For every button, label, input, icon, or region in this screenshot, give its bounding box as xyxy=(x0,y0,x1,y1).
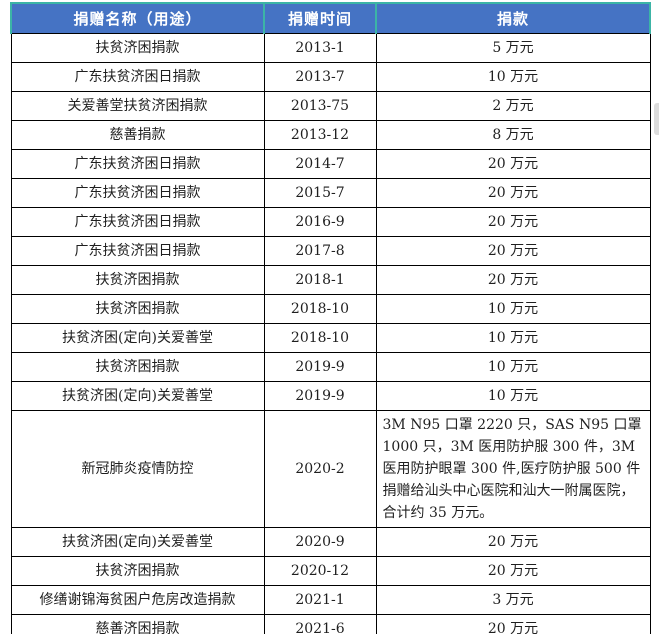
table-row: 修缮谢锦海贫困户危房改造捐款 2021-1 3 万元 xyxy=(10,585,651,615)
cell-donation-amount: 20 万元 xyxy=(375,236,651,266)
cell-donation-name: 慈善济困捐款 xyxy=(10,614,265,634)
cell-donation-name: 扶贫济困捐款 xyxy=(10,556,265,586)
cell-donation-date: 2018-10 xyxy=(263,294,377,324)
cell-donation-name: 扶贫济困(定向)关爱善堂 xyxy=(10,381,265,411)
cell-donation-date: 2020-12 xyxy=(263,556,377,586)
cell-donation-amount: 10 万元 xyxy=(375,323,651,353)
cell-donation-amount: 20 万元 xyxy=(375,149,651,179)
table-row: 扶贫济困(定向)关爱善堂 2019-9 10 万元 xyxy=(10,381,651,411)
table-row: 扶贫济困捐款 2018-10 10 万元 xyxy=(10,294,651,324)
table-row: 广东扶贫济困日捐款 2014-7 20 万元 xyxy=(10,149,651,179)
cell-donation-amount: 20 万元 xyxy=(375,556,651,586)
table-row: 广东扶贫济困日捐款 2017-8 20 万元 xyxy=(10,236,651,266)
table-row: 扶贫济困捐款 2020-12 20 万元 xyxy=(10,556,651,586)
cell-donation-amount: 20 万元 xyxy=(375,265,651,295)
cell-donation-name: 扶贫济困捐款 xyxy=(10,352,265,382)
cell-donation-amount: 3 万元 xyxy=(375,585,651,615)
cell-donation-amount: 10 万元 xyxy=(375,294,651,324)
donation-table: 捐赠名称（用途） 捐赠时间 捐款 扶贫济困捐款 2013-1 5 万元 广东扶贫… xyxy=(10,2,651,634)
table-row: 广东扶贫济困日捐款 2013-7 10 万元 xyxy=(10,62,651,92)
table-row: 广东扶贫济困日捐款 2016-9 20 万元 xyxy=(10,207,651,237)
cell-donation-name: 扶贫济困捐款 xyxy=(10,33,265,63)
cell-donation-name: 广东扶贫济困日捐款 xyxy=(10,149,265,179)
cell-donation-amount: 3M N95 口罩 2220 只，SAS N95 口罩 1000 只，3M 医用… xyxy=(375,410,651,528)
cell-donation-name: 广东扶贫济困日捐款 xyxy=(10,207,265,237)
cell-donation-name: 修缮谢锦海贫困户危房改造捐款 xyxy=(10,585,265,615)
cell-donation-date: 2013-7 xyxy=(263,62,377,92)
cell-donation-date: 2013-12 xyxy=(263,120,377,150)
table-row: 关爱善堂扶贫济困捐款 2013-75 2 万元 xyxy=(10,91,651,121)
cell-donation-name: 新冠肺炎疫情防控 xyxy=(10,410,265,528)
cell-donation-name: 广东扶贫济困日捐款 xyxy=(10,178,265,208)
cell-donation-date: 2018-1 xyxy=(263,265,377,295)
cell-donation-date: 2019-9 xyxy=(263,381,377,411)
cell-donation-date: 2015-7 xyxy=(263,178,377,208)
cell-donation-amount: 5 万元 xyxy=(375,33,651,63)
cell-donation-name: 扶贫济困捐款 xyxy=(10,294,265,324)
cell-donation-date: 2016-9 xyxy=(263,207,377,237)
table-row: 扶贫济困(定向)关爱善堂 2020-9 20 万元 xyxy=(10,527,651,557)
table-body: 扶贫济困捐款 2013-1 5 万元 广东扶贫济困日捐款 2013-7 10 万… xyxy=(10,33,651,634)
col-header-donation-amount: 捐款 xyxy=(375,2,651,34)
scrollbar-thumb[interactable] xyxy=(654,103,659,135)
cell-donation-amount: 10 万元 xyxy=(375,352,651,382)
cell-donation-name: 慈善捐款 xyxy=(10,120,265,150)
cell-donation-date: 2013-75 xyxy=(263,91,377,121)
table-row: 新冠肺炎疫情防控 2020-2 3M N95 口罩 2220 只，SAS N95… xyxy=(10,410,651,528)
cell-donation-date: 2013-1 xyxy=(263,33,377,63)
cell-donation-date: 2018-10 xyxy=(263,323,377,353)
cell-donation-date: 2020-9 xyxy=(263,527,377,557)
table-row: 慈善捐款 2013-12 8 万元 xyxy=(10,120,651,150)
cell-donation-name: 广东扶贫济困日捐款 xyxy=(10,62,265,92)
cell-donation-date: 2020-2 xyxy=(263,410,377,528)
cell-donation-amount: 20 万元 xyxy=(375,527,651,557)
cell-donation-name: 扶贫济困(定向)关爱善堂 xyxy=(10,323,265,353)
cell-donation-amount: 20 万元 xyxy=(375,207,651,237)
table-row: 扶贫济困捐款 2018-1 20 万元 xyxy=(10,265,651,295)
cell-donation-date: 2021-6 xyxy=(263,614,377,634)
col-header-donation-time: 捐赠时间 xyxy=(263,2,377,34)
cell-donation-amount: 2 万元 xyxy=(375,91,651,121)
header-row: 捐赠名称（用途） 捐赠时间 捐款 xyxy=(10,2,651,34)
cell-donation-amount: 10 万元 xyxy=(375,381,651,411)
cell-donation-date: 2019-9 xyxy=(263,352,377,382)
table-row: 广东扶贫济困日捐款 2015-7 20 万元 xyxy=(10,178,651,208)
table-row: 慈善济困捐款 2021-6 20 万元 xyxy=(10,614,651,634)
cell-donation-date: 2017-8 xyxy=(263,236,377,266)
cell-donation-amount: 20 万元 xyxy=(375,178,651,208)
cell-donation-date: 2014-7 xyxy=(263,149,377,179)
cell-donation-amount: 10 万元 xyxy=(375,62,651,92)
col-header-donation-name: 捐赠名称（用途） xyxy=(10,2,265,34)
cell-donation-amount: 8 万元 xyxy=(375,120,651,150)
cell-donation-name: 广东扶贫济困日捐款 xyxy=(10,236,265,266)
cell-donation-name: 扶贫济困捐款 xyxy=(10,265,265,295)
table-row: 扶贫济困捐款 2019-9 10 万元 xyxy=(10,352,651,382)
table-row: 扶贫济困(定向)关爱善堂 2018-10 10 万元 xyxy=(10,323,651,353)
cell-donation-name: 扶贫济困(定向)关爱善堂 xyxy=(10,527,265,557)
cell-donation-name: 关爱善堂扶贫济困捐款 xyxy=(10,91,265,121)
cell-donation-date: 2021-1 xyxy=(263,585,377,615)
cell-donation-amount: 20 万元 xyxy=(375,614,651,634)
table-row: 扶贫济困捐款 2013-1 5 万元 xyxy=(10,33,651,63)
